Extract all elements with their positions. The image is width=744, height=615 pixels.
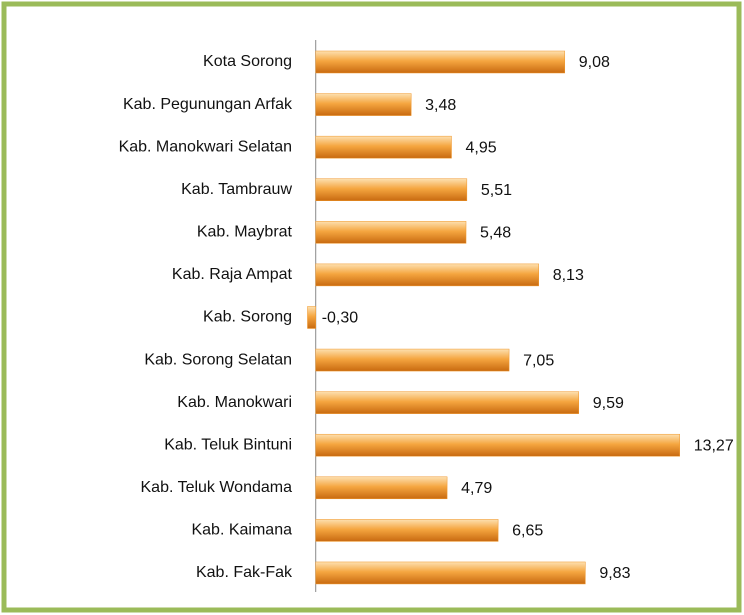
value-label: 7,05	[523, 352, 554, 369]
bar	[315, 178, 468, 201]
bar	[307, 306, 316, 329]
value-label: 9,08	[579, 54, 610, 71]
value-label: 9,83	[599, 565, 630, 582]
category-label: Kab. Manokwari Selatan	[119, 138, 292, 155]
bar	[315, 263, 539, 287]
value-label: 4,95	[465, 139, 496, 156]
category-label: Kab. Manokwari	[177, 394, 292, 411]
value-label: 6,65	[512, 523, 543, 540]
value-label: 8,13	[553, 267, 584, 284]
bar	[315, 50, 566, 74]
category-label: Kab. Kaimana	[191, 522, 292, 539]
bar	[315, 476, 448, 500]
value-label: 4,79	[461, 480, 492, 497]
value-label: -0,30	[322, 310, 359, 327]
category-label: Kab. Teluk Wondama	[141, 479, 293, 496]
category-label: Kab. Maybrat	[197, 224, 293, 241]
category-label: Kab. Sorong Selatan	[144, 351, 292, 368]
value-label: 3,48	[425, 97, 456, 114]
value-label: 13,27	[694, 437, 734, 454]
bar	[315, 348, 510, 372]
bar	[315, 93, 412, 116]
bar	[315, 519, 499, 542]
value-label: 5,51	[481, 182, 512, 199]
value-label: 9,59	[593, 395, 624, 412]
bar	[315, 135, 452, 159]
bar	[315, 391, 580, 414]
category-label: Kab. Teluk Bintuni	[164, 436, 292, 453]
category-label: Kab. Pegunungan Arfak	[123, 96, 293, 113]
bar	[315, 221, 467, 244]
category-label: Kab. Sorong	[203, 309, 292, 326]
category-label: Kab. Fak-Fak	[196, 564, 293, 581]
category-label: Kota Sorong	[203, 53, 292, 70]
bar	[315, 433, 680, 457]
bar	[315, 561, 586, 585]
category-label: Kab. Raja Ampat	[172, 266, 293, 283]
category-label: Kab. Tambrauw	[181, 181, 292, 198]
value-label: 5,48	[480, 225, 511, 242]
